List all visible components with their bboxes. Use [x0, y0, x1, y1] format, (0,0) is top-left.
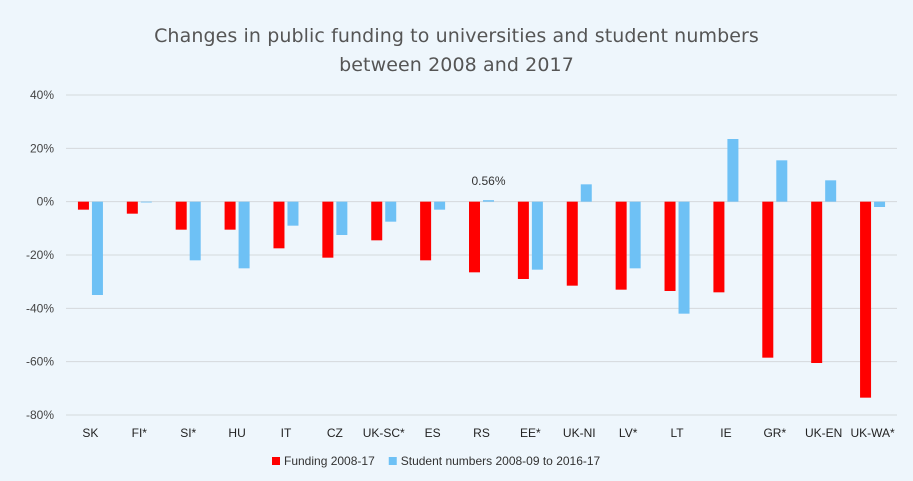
bar-funding-cz — [322, 201, 334, 258]
legend-swatch — [388, 457, 397, 465]
legend: Funding 2008-17 Student numbers 2008-09 t… — [272, 454, 601, 468]
x-tick-label: LT — [670, 426, 684, 440]
bars — [77, 139, 886, 398]
x-tick-label: LV* — [619, 426, 638, 440]
bar-funding-ukwa — [860, 201, 872, 398]
bar-students-es — [434, 201, 446, 210]
y-tick-label: 40% — [30, 88, 54, 102]
x-tick-label: IT — [281, 426, 292, 440]
chart-title-line-1: Changes in public funding to universitie… — [154, 25, 759, 47]
x-tick-label: HU — [228, 426, 245, 440]
bar-funding-lt — [664, 201, 676, 291]
bar-funding-uken — [811, 201, 823, 363]
bar-students-hu — [238, 201, 250, 269]
x-tick-label: FI* — [132, 426, 148, 440]
x-tick-label: GR* — [763, 426, 786, 440]
data-label: 0.56% — [471, 174, 505, 188]
bar-students-fi — [140, 201, 152, 203]
x-tick-label: IE — [720, 426, 731, 440]
bar-funding-ie — [713, 201, 725, 293]
bar-funding-si — [175, 201, 187, 230]
bar-funding-rs — [469, 201, 480, 273]
legend-label: Student numbers 2008-09 to 2016-17 — [401, 454, 601, 468]
bar-funding-it — [273, 201, 285, 249]
x-tick-label: RS — [473, 426, 490, 440]
y-tick-label: 0% — [37, 195, 55, 209]
x-tick-label: UK-NI — [563, 426, 596, 440]
bar-students-sk — [91, 201, 103, 295]
bar-students-gr — [776, 160, 788, 202]
bar-funding-hu — [224, 201, 236, 230]
y-tick-label: -60% — [26, 355, 54, 369]
y-axis: 40% 20% 0% -20% -40% -60% -80% — [26, 88, 54, 422]
x-tick-label: SK — [82, 426, 98, 440]
bar-students-si — [189, 201, 201, 261]
bar-students-rs — [483, 200, 494, 202]
x-tick-label: CZ — [327, 426, 343, 440]
x-tick-label: UK-WA* — [850, 426, 895, 440]
bar-students-uksc — [385, 201, 397, 222]
bar-students-ie — [727, 139, 739, 202]
bar-students-uken — [825, 180, 837, 202]
y-tick-label: -20% — [26, 248, 54, 262]
chart-title: Changes in public funding to universitie… — [0, 22, 913, 80]
bar-students-ukni — [580, 184, 592, 202]
bar-funding-sk — [77, 201, 89, 210]
chart-title-line-2: between 2008 and 2017 — [339, 54, 574, 76]
x-axis: SK FI* SI* HU IT CZ UK-SC* ES RS EE* UK-NI LV* LT IE G… — [82, 426, 895, 440]
x-tick-label: UK-SC* — [363, 426, 405, 440]
bar-students-ee — [531, 201, 543, 270]
x-tick-label: ES — [425, 426, 441, 440]
legend-swatch — [272, 457, 280, 465]
y-tick-label: 20% — [30, 141, 54, 155]
y-tick-label: -80% — [26, 408, 54, 422]
x-tick-label: SI* — [180, 426, 196, 440]
bar-funding-ukni — [566, 201, 578, 286]
bar-students-lv — [629, 201, 641, 269]
x-tick-label: UK-EN — [805, 426, 842, 440]
x-tick-label: EE* — [520, 426, 541, 440]
y-tick-label: -40% — [26, 301, 54, 315]
bar-funding-ee — [517, 201, 529, 279]
bar-students-ukwa — [874, 201, 886, 207]
bar-students-cz — [336, 201, 348, 235]
bar-students-lt — [678, 201, 690, 314]
bar-students-it — [287, 201, 299, 226]
bar-funding-uksc — [371, 201, 383, 241]
legend-label: Funding 2008-17 — [284, 454, 375, 468]
bar-funding-lv — [615, 201, 627, 290]
bar-funding-fi — [126, 201, 138, 214]
bar-funding-es — [420, 201, 432, 261]
gridlines — [66, 94, 897, 416]
bar-funding-gr — [762, 201, 774, 358]
